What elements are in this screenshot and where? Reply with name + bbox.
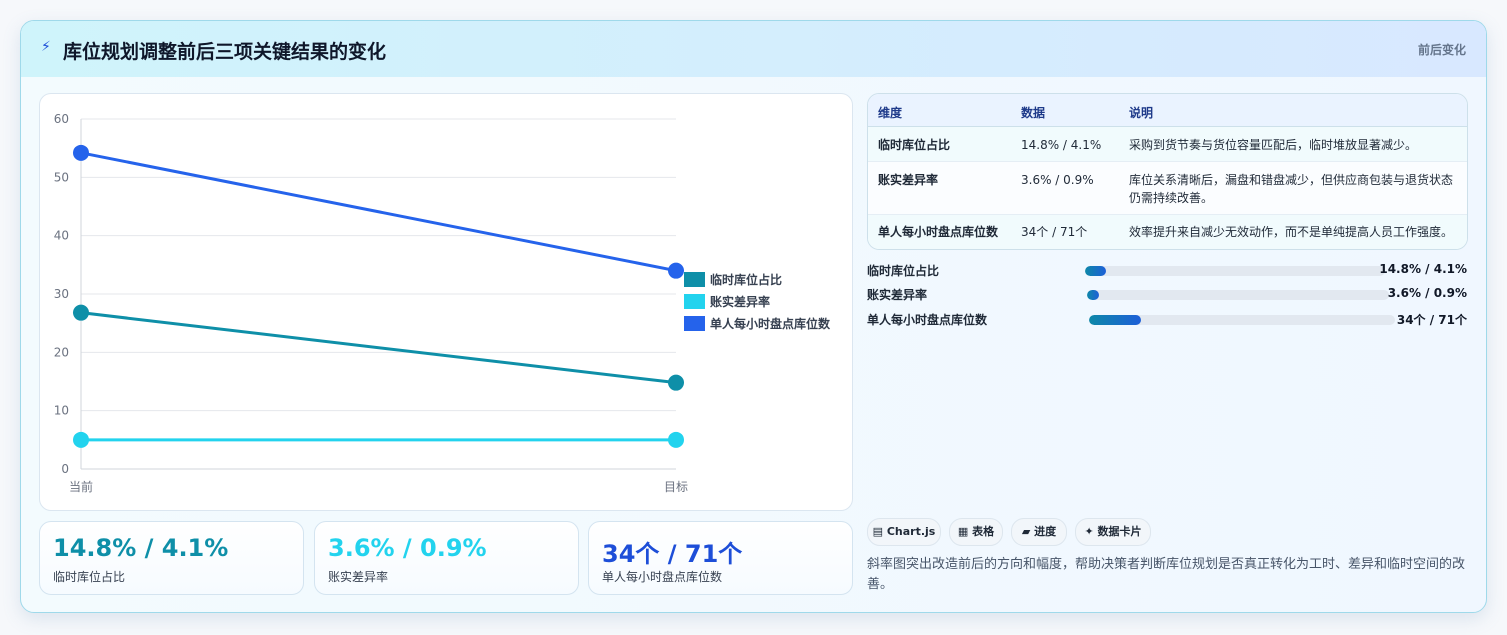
progress-label: 账实差异率 — [867, 288, 928, 302]
progress-value: 34个 / 71个 — [1396, 313, 1467, 327]
kpi-label: 单人每小时盘点库位数 — [602, 570, 723, 584]
progress-track — [1085, 266, 1385, 276]
legend-label: 账实差异率 — [710, 294, 770, 309]
kpi-card-temp-ratio: 14.8% / 4.1% 临时库位占比 — [39, 521, 304, 595]
progress-fill — [1085, 266, 1106, 276]
card-header: ⚡ 库位规划调整前后三项关键结果的变化 前后变化 — [21, 21, 1486, 77]
legend-label: 临时库位占比 — [710, 272, 782, 287]
legend-swatch — [684, 272, 705, 287]
data-point — [668, 262, 684, 279]
progress-label: 临时库位占比 — [867, 264, 940, 278]
data-table: 维度 数据 说明 临时库位占比 14.8% / 4.1% 采购到货节奏与货位容量… — [867, 93, 1468, 250]
progress-row: 临时库位占比 14.8% / 4.1% — [867, 262, 1467, 282]
table-cell: 临时库位占比 — [878, 138, 951, 152]
table-cell: 单人每小时盘点库位数 — [878, 225, 999, 239]
table-cell: 采购到货节奏与货位容量匹配后，临时堆放显著减少。 — [1129, 138, 1418, 152]
data-point — [668, 374, 684, 391]
lightning-icon: ⚡ — [41, 39, 51, 55]
chip-chartjs[interactable]: ▤ Chart.js — [867, 518, 941, 546]
table-cell: 34个 / 71个 — [1021, 225, 1088, 239]
kpi-value: 14.8% / 4.1% — [53, 534, 229, 562]
progress-value: 14.8% / 4.1% — [1379, 262, 1467, 276]
progress-label: 单人每小时盘点库位数 — [867, 313, 988, 327]
main-card: ⚡ 库位规划调整前后三项关键结果的变化 前后变化 0 10 20 30 40 50 60 当前… — [20, 20, 1487, 613]
progress-row: 单人每小时盘点库位数 34个 / 71个 — [867, 311, 1467, 331]
kpi-card-diff-rate: 3.6% / 0.9% 账实差异率 — [314, 521, 579, 595]
table-row: 账实差异率 3.6% / 0.9% 库位关系清晰后，漏盘和错盘减少，但供应商包装… — [868, 162, 1467, 215]
chip-data-card[interactable]: ✦ 数据卡片 — [1075, 518, 1151, 546]
table-header-cell: 数据 — [1021, 106, 1046, 120]
chip-progress[interactable]: ▰ 进度 — [1011, 518, 1067, 546]
kpi-value: 34个 / 71个 — [602, 540, 743, 568]
table-cell: 14.8% / 4.1% — [1021, 138, 1102, 152]
x-tick-label: 当前 — [69, 479, 93, 494]
data-point — [73, 431, 89, 448]
table-cell: 账实差异率 — [878, 173, 939, 187]
y-tick-label: 40 — [54, 229, 69, 243]
x-tick-label: 目标 — [664, 480, 688, 494]
y-tick-label: 50 — [54, 170, 69, 184]
progress-value: 3.6% / 0.9% — [1387, 286, 1467, 300]
chip-table[interactable]: ▦ 表格 — [949, 518, 1003, 546]
progress-fill — [1087, 290, 1100, 300]
kpi-label: 账实差异率 — [328, 570, 389, 584]
table-header-cell: 维度 — [878, 106, 903, 120]
legend-label: 单人每小时盘点库位数 — [710, 316, 831, 331]
kpi-card-count-per-hour: 34个 / 71个 单人每小时盘点库位数 — [588, 521, 853, 595]
header-tag: 前后变化 — [1417, 43, 1466, 57]
table-cell: 3.6% / 0.9% — [1021, 173, 1094, 187]
slope-chart: 0 10 20 30 40 50 60 当前 目标 临时库位占比 账实差异率单人每小时盘点库位数 — [39, 93, 853, 511]
y-tick-label: 60 — [54, 112, 69, 126]
series-line — [80, 311, 677, 385]
legend-swatch — [684, 316, 705, 331]
legend-swatch — [684, 294, 705, 309]
y-tick-label: 20 — [54, 345, 69, 359]
table-cell: 效率提升来自减少无效动作，而不是单纯提高人员工作强度。 — [1129, 225, 1454, 239]
data-point — [73, 304, 89, 321]
kpi-label: 临时库位占比 — [53, 570, 126, 584]
y-tick-label: 10 — [54, 404, 69, 418]
table-cell: 库位关系清晰后，漏盘和错盘减少，但供应商包装与退货状态仍需持续改善。 — [1129, 173, 1454, 205]
y-tick-label: 30 — [54, 287, 69, 301]
progress-row: 账实差异率 3.6% / 0.9% — [867, 286, 1467, 306]
table-row: 单人每小时盘点库位数 34个 / 71个 效率提升来自减少无效动作，而不是单纯提… — [868, 215, 1467, 249]
page-title: 库位规划调整前后三项关键结果的变化 — [63, 41, 387, 63]
table-header-cell: 说明 — [1129, 106, 1154, 120]
progress-track — [1087, 290, 1389, 300]
chart-description: 斜率图突出改造前后的方向和幅度，帮助决策者判断库位规划是否真正转化为工时、差异和… — [867, 557, 1466, 592]
progress-track — [1089, 315, 1395, 325]
table-header: 维度 数据 说明 — [868, 94, 1467, 127]
series-line — [80, 151, 677, 273]
table-row: 临时库位占比 14.8% / 4.1% 采购到货节奏与货位容量匹配后，临时堆放显… — [868, 127, 1467, 162]
kpi-value: 3.6% / 0.9% — [328, 534, 487, 562]
data-point — [73, 144, 89, 161]
progress-fill — [1089, 315, 1142, 325]
data-point — [668, 431, 684, 448]
y-tick-label: 0 — [61, 462, 69, 476]
